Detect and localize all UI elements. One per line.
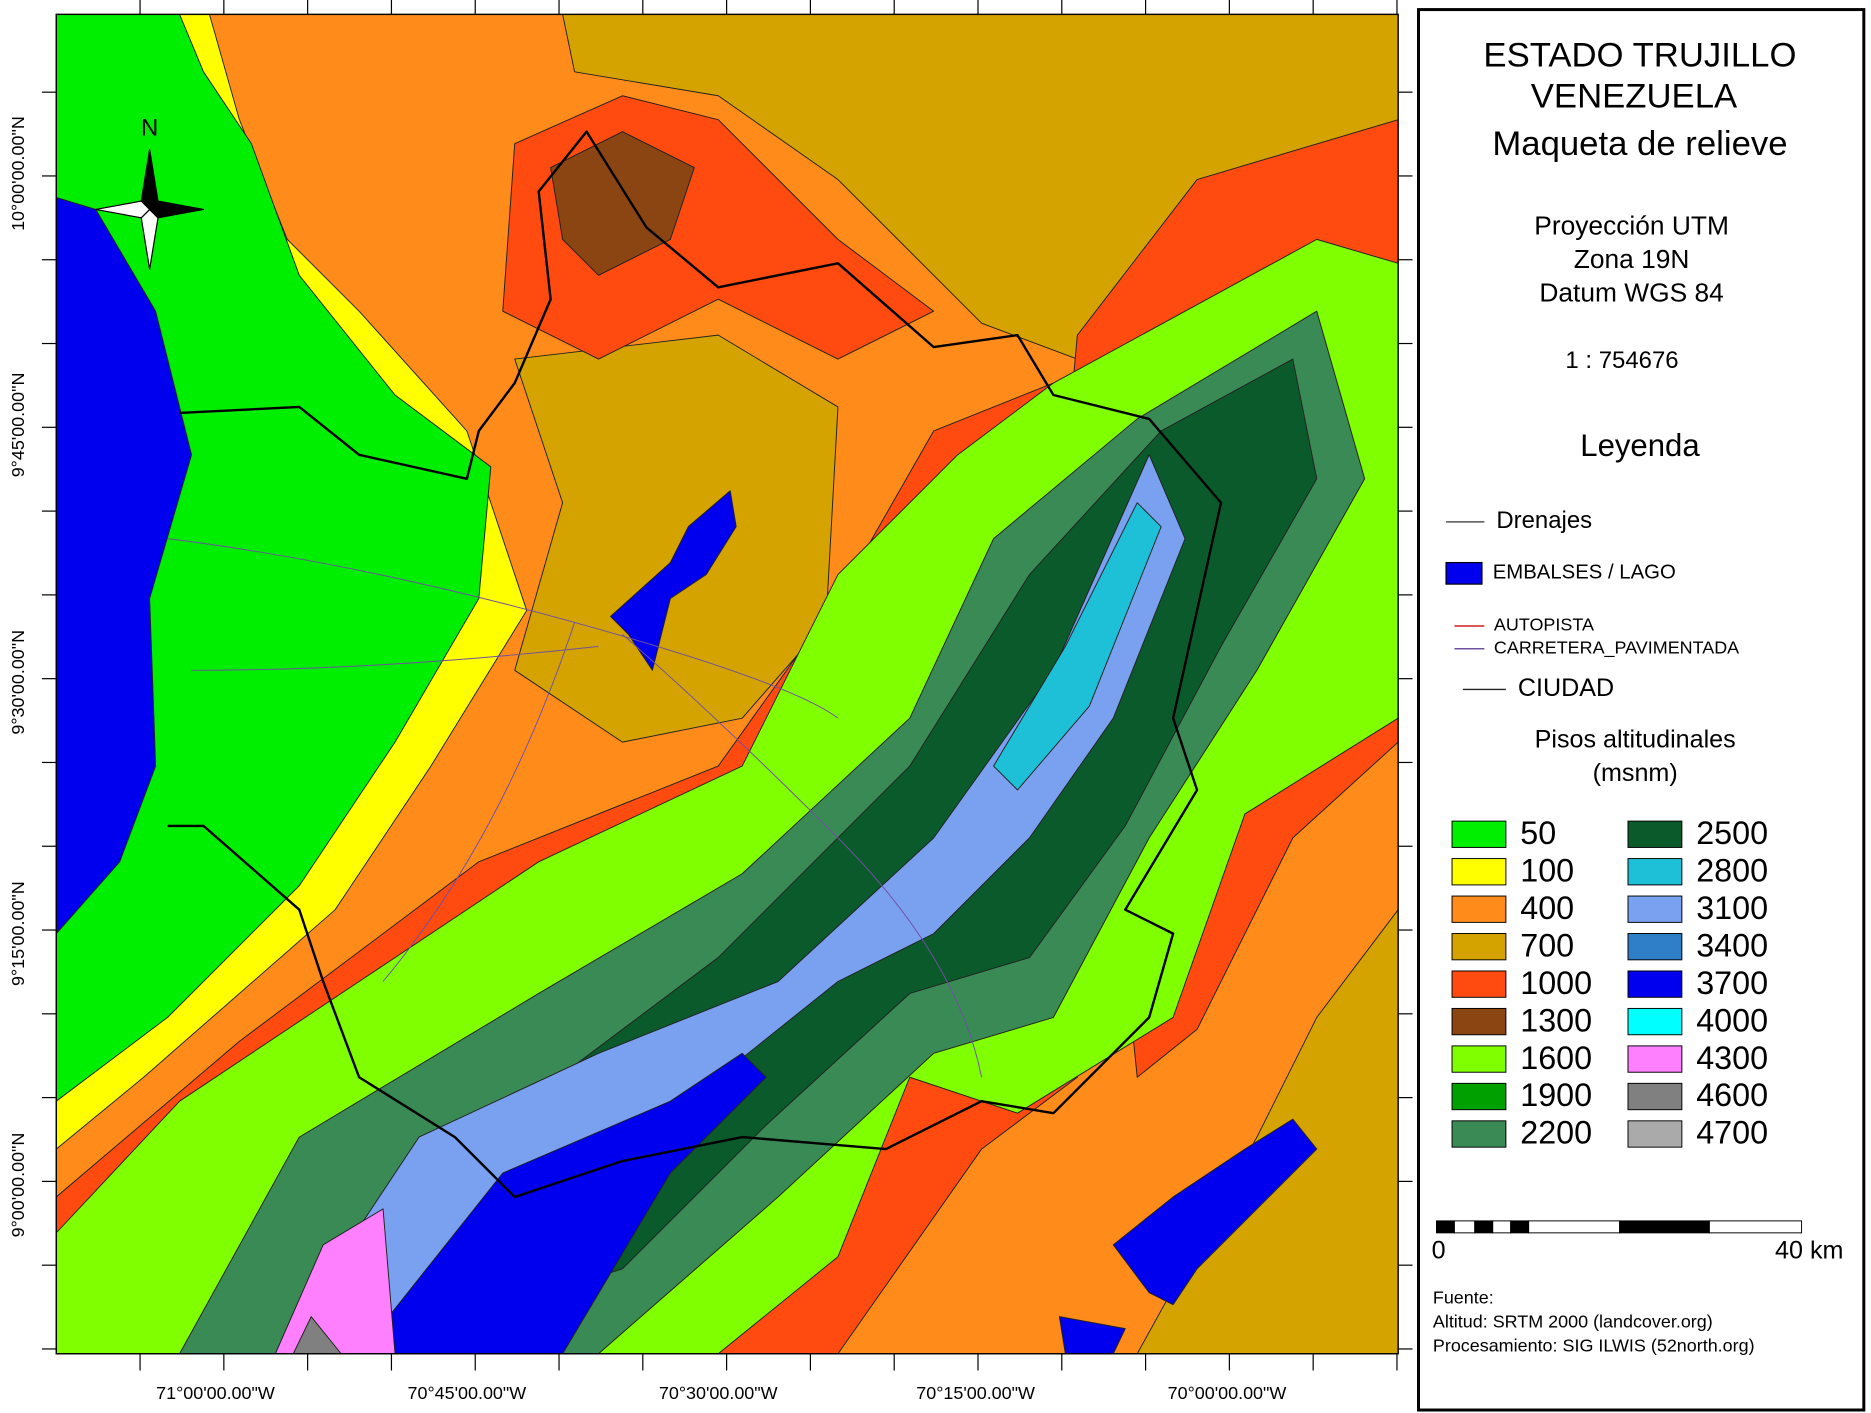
class-swatch [1627,820,1683,848]
class-label: 2500 [1696,815,1768,851]
reservoir [1112,1118,1318,1306]
class-swatch [1627,1120,1683,1148]
scale-bar-segment [1528,1220,1621,1234]
longitude-label: 70°00'00.00"W [1168,1383,1287,1403]
terrain-3700 [358,1052,767,1354]
legend-label: AUTOPISTA [1494,615,1594,635]
legend-label: CIUDAD [1518,674,1614,702]
class-label: 700 [1520,927,1574,963]
terrain-700 [562,14,1399,360]
scale-bar-segment [1510,1220,1530,1234]
class-label: 2200 [1520,1115,1592,1151]
class-swatch [1627,933,1683,961]
scale-bar-end: 40 km [1775,1237,1843,1265]
roads [167,538,983,1078]
terrain-50 [56,14,492,1102]
legend-label: EMBALSES / LAGO [1493,562,1676,584]
class-swatch [1451,858,1507,886]
class-label: 1600 [1520,1040,1592,1076]
reservoir [610,490,737,671]
frame-ticks [41,0,1413,1371]
class-label: 100 [1520,852,1574,888]
terrain-4300 [274,1208,396,1354]
class-swatch [1627,858,1683,886]
longitude-label: 70°30'00.00"W [659,1383,778,1403]
class-swatch [1451,1082,1507,1111]
class-label: 3100 [1696,890,1768,926]
title: Maqueta de relieve [1492,125,1787,163]
title: ESTADO TRUJILLO [1483,37,1796,75]
source-line: Procesamiento: SIG ILWIS (52north.org) [1433,1335,1755,1355]
projection: Datum WGS 84 [1539,277,1723,307]
class-swatch [1451,1007,1507,1036]
scale-bar-segment [1492,1220,1512,1234]
terrain-2800 [993,502,1162,791]
state-boundary [167,130,1223,1199]
projection: Proyección UTM [1534,210,1729,240]
class-label: 4700 [1696,1115,1768,1151]
legend-label: CARRETERA_PAVIMENTADA [1494,637,1739,658]
class-swatch [1627,1045,1683,1073]
class-swatch [1451,970,1507,998]
latitude-label: 9°00'00.00"N [8,1133,28,1238]
class-swatch [1627,1007,1683,1036]
class-swatch [1451,1120,1507,1148]
source-line: Fuente: [1433,1287,1494,1307]
class-swatch [1627,1082,1683,1111]
terrain-4600 [292,1316,342,1354]
class-label: 2800 [1696,852,1768,888]
scale-ratio: 1 : 754676 [1565,347,1678,374]
legend-title: Leyenda [1580,428,1700,463]
class-swatch [1451,895,1507,923]
scale-bar-start: 0 [1432,1237,1446,1265]
class-swatch [1627,970,1683,998]
north-label: N [141,115,158,142]
latitude-label: 9°45'00.00"N [8,373,28,478]
class-label: 3400 [1696,927,1768,963]
classes-title: Pisos altitudinales [1535,726,1736,754]
class-label: 1900 [1520,1077,1592,1113]
class-label: 4300 [1696,1040,1768,1076]
class-label: 50 [1520,815,1556,851]
class-label: 3700 [1696,965,1768,1001]
terrain-700 [514,334,839,743]
scale-bar-segment [1708,1220,1803,1234]
terrain-1300 [550,131,695,276]
class-label: 1300 [1520,1002,1592,1038]
longitude-label: 70°45'00.00"W [408,1383,527,1403]
latitude-label: 9°30'00.00"N [8,630,28,735]
legend-swatch [1445,561,1483,585]
projection: Zona 19N [1574,244,1690,274]
classes-title: (msnm) [1593,759,1678,787]
class-label: 400 [1520,890,1574,926]
class-swatch [1451,933,1507,961]
scale-bar-segment [1435,1220,1455,1234]
scale-bar-segment [1453,1220,1476,1234]
class-swatch [1627,895,1683,923]
class-swatch [1451,820,1507,848]
class-label: 4600 [1696,1077,1768,1113]
legend-panel [1417,8,1866,1412]
reservoir [1058,1316,1126,1354]
latitude-label: 10°00'00.00"N [8,116,28,231]
longitude-label: 70°15'00.00"W [916,1383,1035,1403]
class-label: 4000 [1696,1002,1768,1038]
lake [56,197,193,935]
scale-bar-segment [1619,1220,1710,1234]
legend-label: Drenajes [1496,507,1592,534]
title: VENEZUELA [1531,77,1738,115]
latitude-label: 9°15'00.00"N [8,881,28,986]
class-label: 1000 [1520,965,1592,1001]
longitude-label: 71°00'00.00"W [156,1383,275,1403]
source-line: Altitud: SRTM 2000 (landcover.org) [1433,1311,1713,1331]
scale-bar-segment [1474,1220,1494,1234]
relief-map [56,14,1399,1354]
north-arrow [95,149,205,270]
class-swatch [1451,1045,1507,1073]
